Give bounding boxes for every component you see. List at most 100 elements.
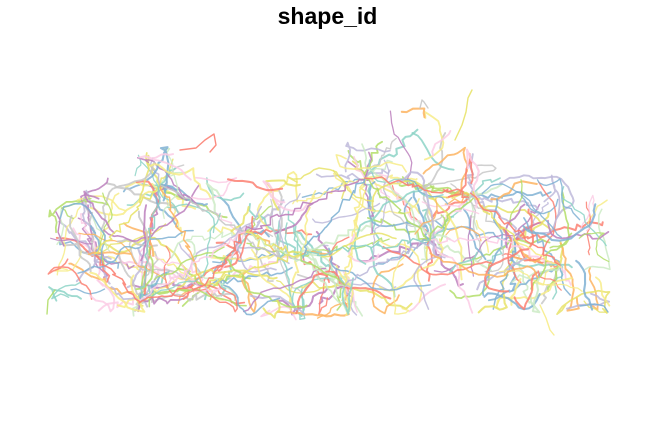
route-line <box>205 253 301 287</box>
route-line <box>511 264 561 283</box>
route-line <box>159 184 246 236</box>
route-line <box>299 220 372 256</box>
route-line <box>539 174 561 234</box>
route-line <box>208 254 308 309</box>
route-line <box>509 179 524 226</box>
route-line <box>400 178 449 205</box>
route-line <box>190 176 238 200</box>
route-line <box>522 203 597 242</box>
route-line <box>575 259 594 311</box>
route-line <box>421 201 480 215</box>
route-line <box>138 152 150 204</box>
route-line <box>343 177 367 286</box>
route-line <box>344 141 391 173</box>
route-line <box>588 266 599 311</box>
route-line <box>70 288 106 295</box>
route-line <box>315 172 366 182</box>
route-line <box>100 161 156 230</box>
route-line <box>559 242 580 312</box>
route-line <box>483 292 541 311</box>
route-line <box>47 258 93 300</box>
route-line <box>117 250 142 301</box>
route-line <box>94 254 141 303</box>
route-line <box>206 283 238 313</box>
route-line <box>448 251 479 274</box>
route-line <box>445 225 482 242</box>
route-line <box>306 251 340 298</box>
route-line <box>429 252 539 279</box>
route-line <box>475 219 490 253</box>
route-line <box>301 177 366 198</box>
route-line <box>367 217 431 241</box>
route-line <box>136 157 188 201</box>
route-line <box>69 214 92 273</box>
route-line <box>204 231 246 286</box>
route-line <box>335 264 354 317</box>
route-line <box>94 184 161 255</box>
route-line <box>295 270 392 315</box>
route-line <box>214 212 246 233</box>
route-line <box>371 263 404 315</box>
route-line <box>559 264 572 286</box>
route-line <box>116 238 158 248</box>
route-line <box>89 279 116 313</box>
route-line <box>413 255 446 310</box>
route-lines <box>46 89 611 336</box>
route-line <box>341 239 431 289</box>
route-line <box>333 172 420 215</box>
route-line <box>302 177 366 259</box>
route-line <box>321 232 397 258</box>
route-line <box>123 222 155 257</box>
route-line <box>159 184 208 206</box>
route-line <box>445 214 463 281</box>
route-line <box>226 178 284 192</box>
route-line <box>250 294 306 315</box>
route-line <box>163 245 211 298</box>
route-line <box>183 285 222 293</box>
route-line <box>204 274 251 288</box>
route-line <box>429 237 493 272</box>
route-line <box>431 130 452 157</box>
route-line <box>103 184 200 242</box>
route-line <box>502 227 522 284</box>
route-line <box>138 231 246 302</box>
route-line <box>469 190 552 199</box>
route-line <box>484 208 535 293</box>
route-line <box>450 183 483 263</box>
route-line <box>428 191 471 201</box>
route-line <box>146 146 170 202</box>
route-line <box>89 225 101 257</box>
route-line <box>472 191 516 241</box>
route-line <box>46 289 56 315</box>
map-title: shape_id <box>277 3 378 29</box>
route-line <box>408 283 447 313</box>
route-line <box>532 264 561 291</box>
route-line <box>243 199 285 234</box>
route-line <box>166 203 216 234</box>
route-line <box>431 193 472 219</box>
route-line <box>433 245 474 314</box>
route-line <box>244 231 302 254</box>
route-line <box>186 231 246 241</box>
route-line <box>425 239 433 282</box>
route-line <box>429 236 514 245</box>
route-line <box>300 237 431 257</box>
route-line <box>364 177 421 215</box>
route-line <box>175 269 278 292</box>
route-line <box>539 304 555 336</box>
route-line <box>149 163 213 200</box>
route-line <box>58 236 96 257</box>
route-line <box>428 238 464 287</box>
route-line <box>87 204 98 256</box>
route-line <box>292 177 366 205</box>
route-line <box>530 191 570 290</box>
route-line <box>382 245 493 276</box>
route-line <box>244 178 369 233</box>
route-line <box>51 281 82 300</box>
route-line <box>134 154 179 214</box>
route-line <box>274 202 314 235</box>
route-line <box>72 227 96 256</box>
route-line <box>490 180 538 201</box>
route-line <box>276 222 289 262</box>
